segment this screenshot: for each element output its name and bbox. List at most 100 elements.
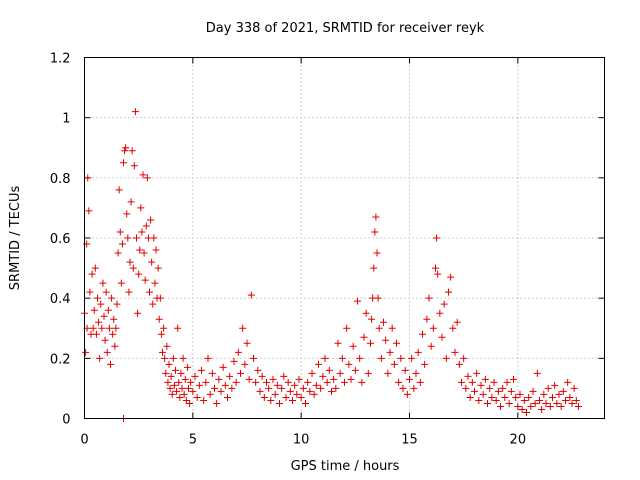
data-point [178,384,186,392]
data-point [458,378,465,386]
data-point [293,390,301,398]
data-point [219,363,227,371]
data-point [494,387,502,395]
data-point [189,387,197,395]
data-point [375,324,383,332]
data-point [445,288,452,296]
data-point [258,372,266,380]
data-point [151,279,159,287]
data-point [538,405,546,413]
data-point [412,369,420,377]
data-point [306,387,314,395]
data-point [427,342,435,350]
data-point [217,387,225,395]
data-point [453,318,461,326]
data-point [129,264,137,272]
x-tick-label: 15 [401,433,418,448]
data-point [89,324,97,332]
data-point [86,288,94,296]
data-point [440,300,448,308]
data-point [108,294,116,302]
data-point [425,294,433,302]
data-point [260,393,268,401]
data-point [230,357,238,365]
data-point [533,369,541,377]
data-point [466,393,474,401]
y-tick-label: 0.2 [50,352,71,367]
data-point [152,246,160,254]
data-point [278,384,286,392]
data-point [250,354,257,362]
data-point [204,354,212,362]
x-tick-label: 0 [80,433,88,448]
data-point [215,375,223,383]
x-axis-label: GPS time / hours [291,459,400,474]
data-point [130,162,138,170]
data-point [168,390,176,398]
data-point [341,378,348,386]
data-point [492,396,500,404]
y-tick-label: 0.8 [50,172,71,187]
data-point [544,384,552,392]
data-point [429,324,437,332]
data-point [377,354,385,362]
data-point [410,384,418,392]
data-point [202,378,210,386]
data-point [97,300,105,308]
y-tick-label: 0.4 [50,292,71,307]
data-point [175,378,183,386]
data-point [160,324,168,332]
data-point [234,348,242,356]
data-point [382,336,390,344]
data-point [490,378,498,386]
data-point [414,348,422,356]
data-point [388,324,396,332]
data-point [368,315,376,323]
data-point [328,387,335,395]
data-point [167,372,175,380]
data-point [386,348,394,356]
data-point [116,228,124,236]
data-point [134,309,142,317]
data-point [531,399,539,407]
data-point [462,384,470,392]
data-point [239,324,247,332]
data-point [310,390,318,398]
y-tick-label: 0 [62,413,70,428]
data-point [551,381,559,389]
data-point [182,396,190,404]
data-point [423,315,431,323]
data-point [102,288,110,296]
data-point [284,378,292,386]
data-point [155,315,163,323]
data-point [162,369,170,377]
y-tick-label: 0.6 [50,232,71,247]
data-point [193,393,201,401]
data-point [512,393,520,401]
data-point [111,342,119,350]
data-point [464,372,472,380]
data-point [133,234,140,242]
data-point [501,393,509,401]
data-point [142,222,150,230]
data-point [358,378,366,386]
data-point [157,330,165,338]
data-point [516,390,524,398]
data-point [546,402,554,410]
data-point [221,381,229,389]
data-point [245,375,253,383]
data-point [265,384,273,392]
data-point [136,246,144,254]
data-point [115,186,123,194]
data-point [91,264,99,272]
data-point [555,390,563,398]
data-point [325,366,333,374]
data-point [104,306,112,314]
data-point [263,378,270,386]
data-point [433,234,441,242]
data-point [397,354,405,362]
grid-lines [84,57,605,419]
data-point [94,294,101,302]
data-point [109,330,117,338]
